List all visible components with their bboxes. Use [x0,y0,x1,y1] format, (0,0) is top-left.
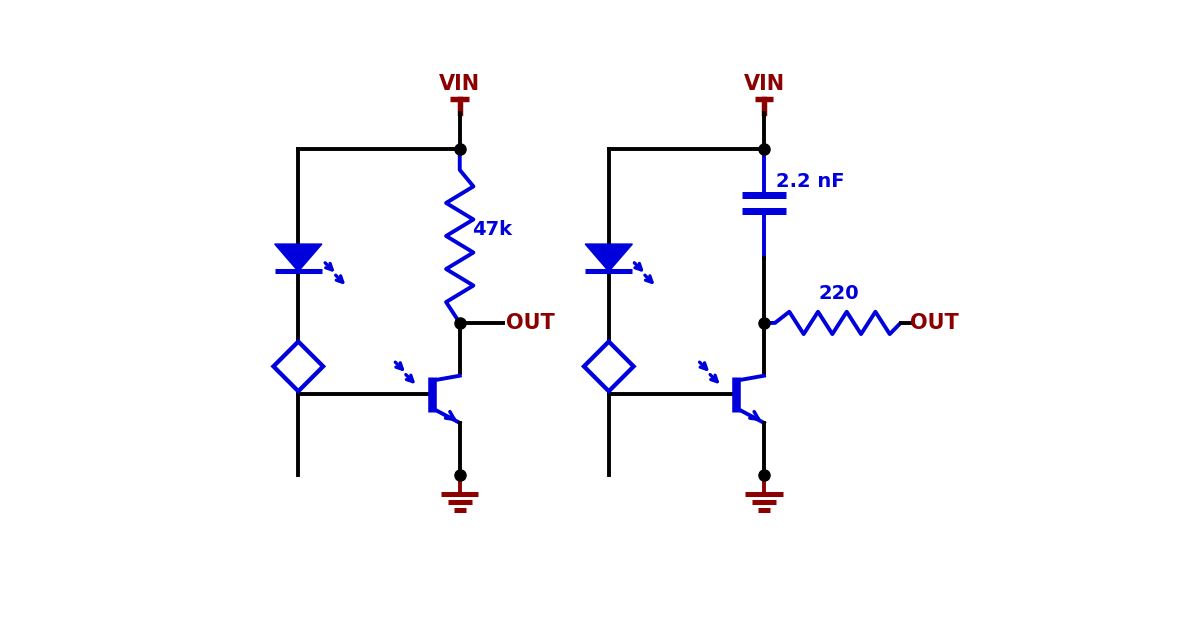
Text: OUT: OUT [910,313,959,333]
Text: 2.2 nF: 2.2 nF [776,172,845,191]
Text: 220: 220 [818,284,859,303]
Polygon shape [274,342,323,391]
Polygon shape [584,342,634,391]
Text: 47k: 47k [472,220,512,239]
Text: OUT: OUT [506,313,556,333]
Text: VIN: VIN [744,75,785,94]
Polygon shape [586,244,632,271]
Polygon shape [275,244,322,271]
Text: VIN: VIN [439,75,480,94]
